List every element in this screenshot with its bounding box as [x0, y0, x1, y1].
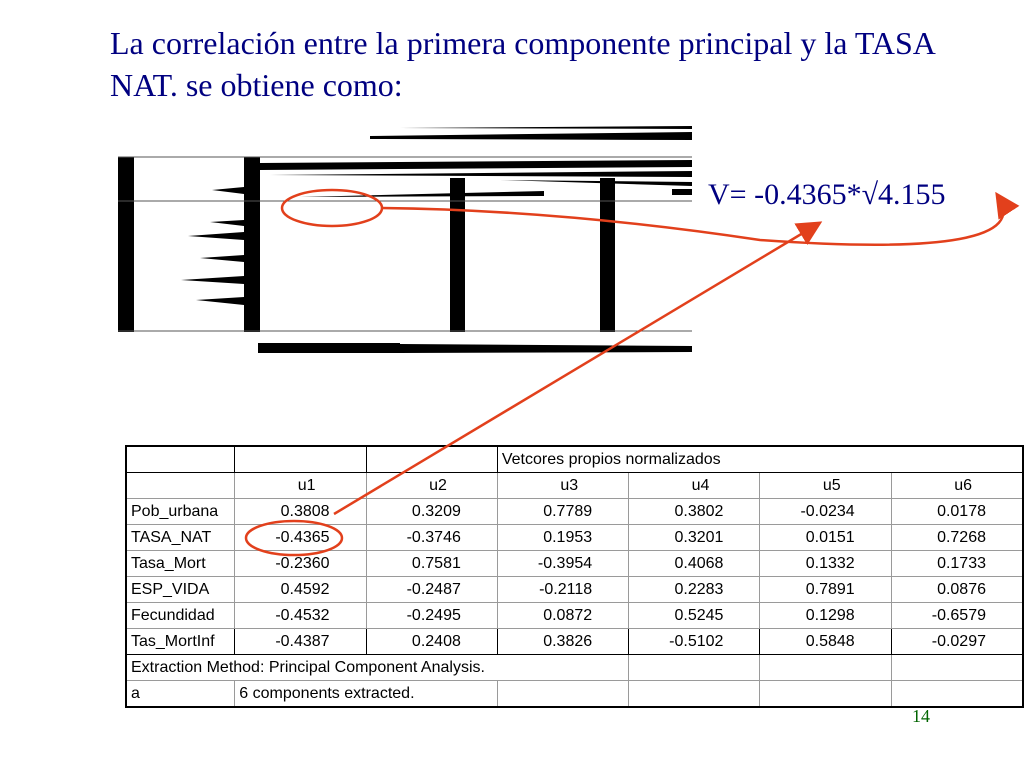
- row-label: Fecundidad: [125, 602, 236, 629]
- table-cell: 0.0178: [890, 498, 1024, 525]
- table-cell: 0.3209: [365, 498, 498, 525]
- table-cell: 0.3826: [496, 628, 630, 655]
- table-cell: 0.0151: [759, 524, 892, 551]
- table-cell: 0.5245: [628, 602, 761, 629]
- table-title: Vetcores propios normalizados: [496, 445, 1024, 473]
- table-cell: 0.4592: [234, 576, 367, 603]
- table-cell: -0.0234: [759, 498, 892, 525]
- table-row: Tas_MortInf -0.4387 0.2408 0.3826 -0.510…: [125, 628, 1024, 655]
- table-cell: 0.2283: [628, 576, 761, 603]
- column-header: u2: [365, 472, 498, 499]
- table-cell: -0.2360: [234, 550, 367, 577]
- table-cell: -0.4387: [234, 628, 367, 655]
- table-row: Tasa_Mort -0.2360 0.7581 -0.3954 0.4068 …: [125, 550, 1024, 577]
- table-cell: -0.6579: [890, 602, 1024, 629]
- table-cell: 0.7891: [759, 576, 892, 603]
- table-cell: -0.5102: [628, 628, 761, 655]
- table-cell: 0.1953: [496, 524, 630, 551]
- table-row: TASA_NAT -0.4365 -0.3746 0.1953 0.3201 0…: [125, 524, 1024, 551]
- table-note-row: a 6 components extracted.: [125, 680, 1024, 708]
- table-footnote: Extraction Method: Principal Component A…: [125, 654, 630, 681]
- table-row: ESP_VIDA 0.4592 -0.2487 -0.2118 0.2283 0…: [125, 576, 1024, 603]
- table-header-row: u1 u2 u3 u4 u5 u6: [125, 472, 1024, 499]
- table-cell: -0.3954: [496, 550, 630, 577]
- table-cell: 0.1298: [759, 602, 892, 629]
- table-cell: 0.3201: [628, 524, 761, 551]
- column-header: u5: [759, 472, 892, 499]
- eigenvector-table: Vetcores propios normalizados u1 u2 u3 u…: [125, 445, 1024, 708]
- table-cell: 0.1733: [890, 550, 1024, 577]
- table-cell: 0.3808: [234, 498, 367, 525]
- table-cell: 0.1332: [759, 550, 892, 577]
- table-cell: -0.2487: [365, 576, 498, 603]
- table-cell: 0.0872: [496, 602, 630, 629]
- note-text: 6 components extracted.: [234, 680, 498, 708]
- table-row: Fecundidad -0.4532 -0.2495 0.0872 0.5245…: [125, 602, 1024, 629]
- table-cell: -0.4532: [234, 602, 367, 629]
- row-label: Tas_MortInf: [125, 628, 236, 655]
- table-row: Pob_urbana 0.3808 0.3209 0.7789 0.3802 -…: [125, 498, 1024, 525]
- column-header: u6: [890, 472, 1024, 499]
- table-cell: 0.7789: [496, 498, 630, 525]
- row-label: TASA_NAT: [125, 524, 236, 551]
- slide-title: La correlación entre la primera componen…: [110, 25, 935, 103]
- table-cell: 0.2408: [365, 628, 498, 655]
- table-title-row: Vetcores propios normalizados: [125, 445, 1024, 473]
- row-label: Tasa_Mort: [125, 550, 236, 577]
- row-label: ESP_VIDA: [125, 576, 236, 603]
- column-header: u3: [496, 472, 630, 499]
- column-header: u4: [628, 472, 761, 499]
- column-header: u1: [234, 472, 367, 499]
- table-cell: -0.3746: [365, 524, 498, 551]
- page-number: 14: [912, 706, 930, 726]
- table-cell: -0.2118: [496, 576, 630, 603]
- table-cell: -0.2495: [365, 602, 498, 629]
- table-cell: 0.4068: [628, 550, 761, 577]
- table-cell: 0.3802: [628, 498, 761, 525]
- row-label: Pob_urbana: [125, 498, 236, 525]
- table-footnote-row: Extraction Method: Principal Component A…: [125, 654, 1024, 681]
- table-cell: -0.0297: [890, 628, 1024, 655]
- table-cell: 0.7268: [890, 524, 1024, 551]
- table-cell: 0.0876: [890, 576, 1024, 603]
- table-cell: 0.5848: [759, 628, 892, 655]
- table-cell: 0.7581: [365, 550, 498, 577]
- note-label: a: [125, 680, 236, 708]
- highlighted-cell: -0.4365: [234, 524, 367, 551]
- correlation-formula: V= -0.4365*√4.155: [708, 178, 946, 211]
